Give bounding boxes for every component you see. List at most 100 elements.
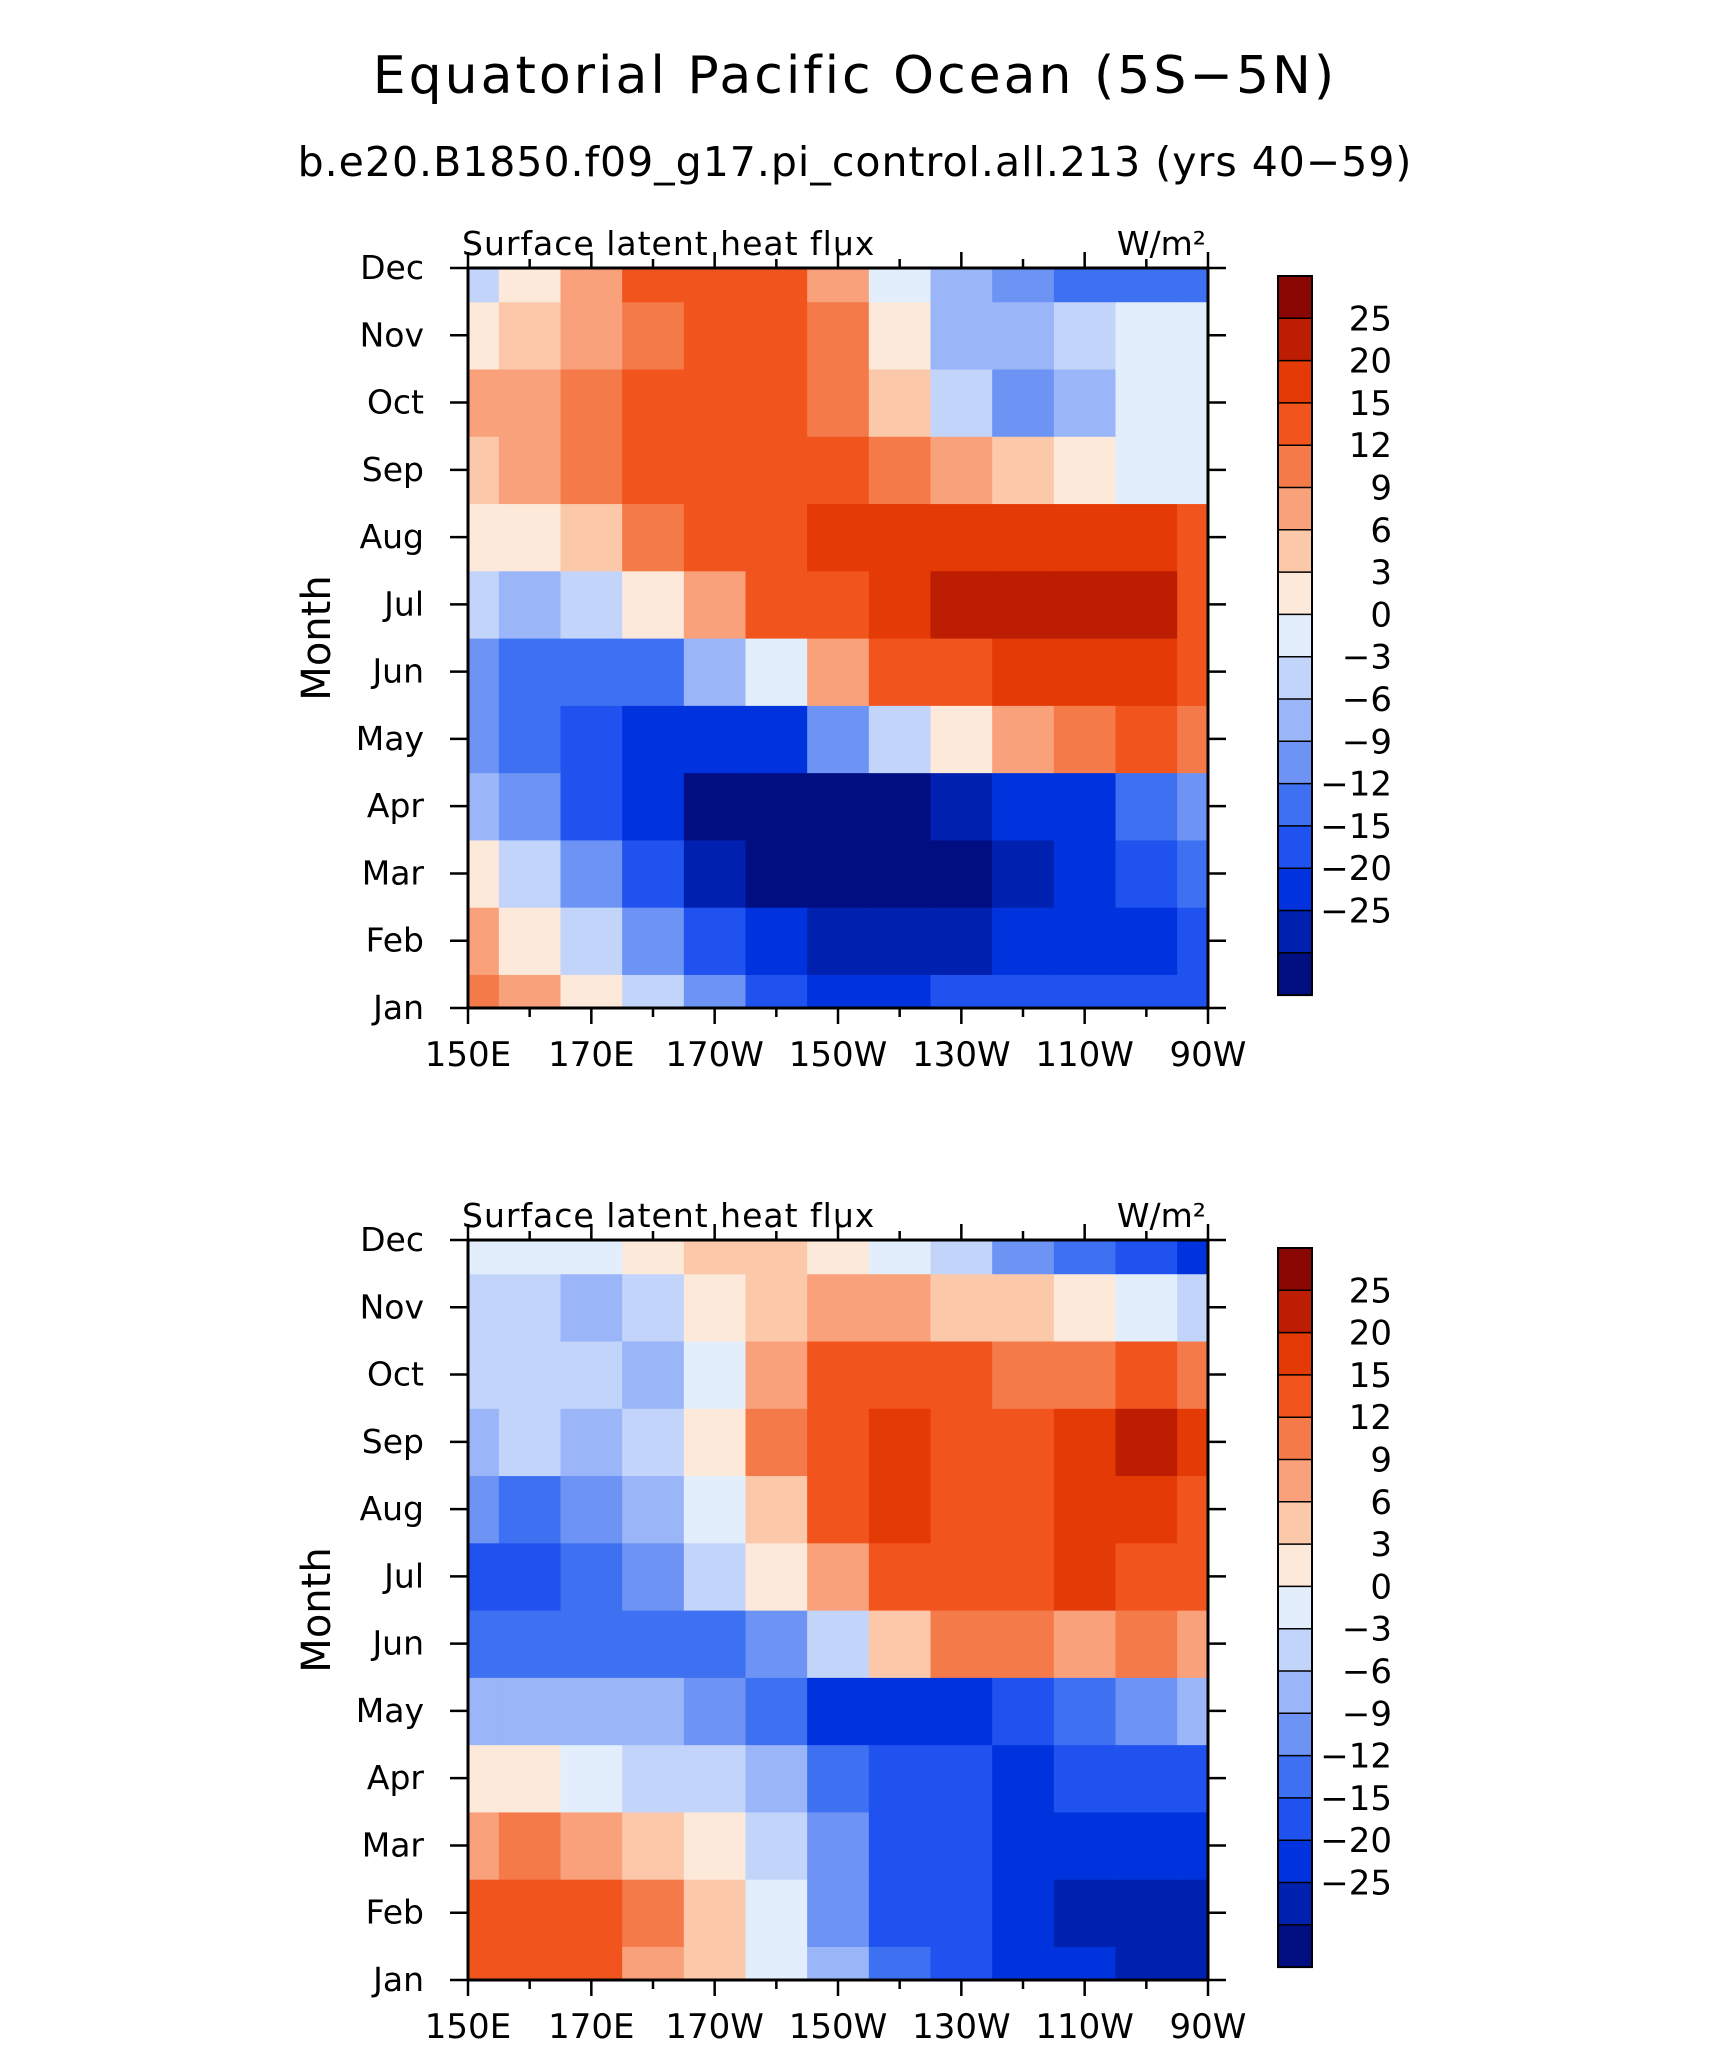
colorbar-swatch — [1278, 910, 1312, 954]
heatmap-cell — [622, 268, 685, 303]
heatmap-cell — [807, 907, 870, 975]
heatmap-cell — [683, 1273, 747, 1342]
colorbar-swatch — [1278, 1501, 1312, 1545]
heatmap-cell — [498, 1273, 562, 1342]
colorbar-swatch — [1278, 360, 1312, 404]
x-tick-label: 110W — [1035, 1035, 1134, 1075]
colorbar-label: 9 — [1370, 469, 1392, 509]
colorbar-swatch — [1278, 783, 1312, 827]
heatmap-cell — [1053, 268, 1117, 303]
y-tick-label: Dec — [360, 1220, 424, 1259]
x-tick-label: 170E — [548, 1035, 634, 1075]
x-tick-label: 170W — [665, 2007, 764, 2047]
y-tick-label: Jan — [371, 988, 424, 1027]
heatmap-cell — [930, 1610, 993, 1678]
colorbar-frame — [1277, 275, 1313, 997]
heatmap-cell — [868, 436, 932, 505]
heatmap-cell — [1177, 1340, 1209, 1409]
heatmap-cell — [1115, 1340, 1178, 1409]
y-tick-label: Jul — [382, 1556, 424, 1595]
heatmap-cell — [468, 1240, 500, 1275]
colorbar-label: −25 — [1320, 1864, 1392, 1904]
heatmap-cell — [622, 436, 685, 505]
heatmap-cell — [807, 368, 870, 437]
heatmap-cell — [468, 974, 500, 1009]
colorbar-swatch — [1278, 1924, 1312, 1968]
heatmap-cell — [745, 301, 808, 370]
heatmap-cell — [1177, 638, 1209, 706]
heatmap-cell — [1115, 772, 1178, 841]
colorbar-swatch — [1278, 1713, 1312, 1757]
heatmap-cell — [498, 772, 562, 841]
heatmap-cell — [468, 1610, 500, 1678]
heatmap-cell — [807, 638, 870, 706]
heatmap-cell — [1053, 1811, 1117, 1880]
heatmap-cell — [683, 1677, 747, 1746]
heatmap-cell — [745, 839, 808, 908]
y-tick-label: Aug — [360, 517, 424, 556]
heatmap-cell — [1115, 503, 1178, 572]
colorbar-label: 6 — [1370, 1483, 1392, 1523]
heatmap-cell — [498, 1677, 562, 1746]
colorbar-label: 15 — [1349, 1356, 1392, 1396]
colorbar-swatch — [1278, 1417, 1312, 1460]
heatmap-cell — [468, 1273, 500, 1342]
heatmap-cell — [745, 1273, 808, 1342]
heatmap-cell — [992, 1677, 1055, 1746]
heatmap-cell — [498, 301, 562, 370]
colorbar-swatch — [1278, 1374, 1312, 1418]
heatmap-cell — [622, 1475, 685, 1544]
heatmap-cell — [930, 1475, 993, 1544]
colorbar-swatch — [1278, 1290, 1312, 1334]
colorbar-swatch — [1278, 318, 1312, 362]
colorbar-label: −6 — [1342, 680, 1392, 720]
heatmap-cell — [807, 1240, 870, 1275]
x-tick-label: 150E — [425, 2007, 511, 2047]
heatmap-cell — [1115, 1475, 1178, 1544]
heatmap-cell — [560, 1946, 623, 1981]
heatmap-cell — [807, 839, 870, 908]
heatmap-cell — [992, 368, 1055, 437]
heatmap-cell — [868, 1340, 932, 1409]
colorbar-swatch — [1278, 825, 1312, 869]
heatmap-cell — [930, 1240, 993, 1275]
heatmap-cell — [745, 503, 808, 572]
colorbar-label: 20 — [1349, 1314, 1392, 1354]
heatmap-cell — [560, 1677, 623, 1746]
colorbar-label: −20 — [1320, 1821, 1392, 1861]
heatmap-cell — [868, 503, 932, 572]
colorbar-swatch — [1278, 1882, 1312, 1926]
heatmap-cell — [745, 268, 808, 303]
heatmap-cell — [683, 705, 747, 774]
latent-heat-flux-panel-whoi: WHOI (1958−2006)Surface latent heat flux… — [294, 1196, 1392, 2047]
heatmap-cell — [560, 907, 623, 975]
heatmap-cell — [468, 1879, 500, 1947]
heatmap-cell — [1177, 1542, 1209, 1611]
colorbar-label: −20 — [1320, 849, 1392, 889]
heatmap-cell — [560, 570, 623, 639]
heatmap-cell — [807, 1340, 870, 1409]
colorbar-label: 15 — [1349, 384, 1392, 424]
heatmap-cell — [622, 1744, 685, 1813]
heatmap-cell — [622, 974, 685, 1009]
heatmap-cell — [807, 1475, 870, 1544]
plot-left-title: Surface latent heat flux — [462, 1196, 875, 1235]
heatmap-cell — [1177, 839, 1209, 908]
heatmap-cell — [468, 436, 500, 505]
heatmap-cell — [1115, 436, 1178, 505]
heatmap-cell — [622, 1879, 685, 1947]
heatmap-cell — [498, 570, 562, 639]
heatmap-cell — [930, 1811, 993, 1880]
heatmap-cell — [1177, 436, 1209, 505]
heatmap-cell — [560, 1273, 623, 1342]
heatmap-cell — [1053, 772, 1117, 841]
heatmap-cell — [1177, 705, 1209, 774]
heatmap-cell — [498, 1610, 562, 1678]
heatmap-cell — [807, 1811, 870, 1880]
heatmap-cell — [1177, 1744, 1209, 1813]
heatmap-cell — [1177, 570, 1209, 639]
heatmap-cell — [807, 974, 870, 1009]
heatmap-cell — [468, 839, 500, 908]
colorbar-label: 9 — [1370, 1441, 1392, 1481]
heatmap-cell — [868, 907, 932, 975]
